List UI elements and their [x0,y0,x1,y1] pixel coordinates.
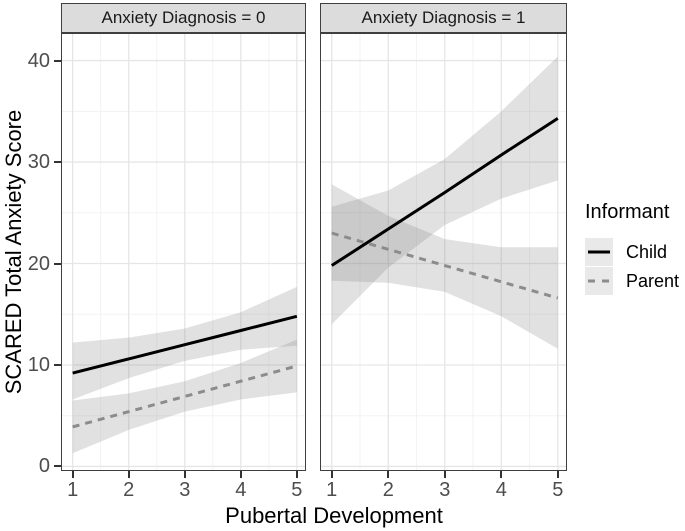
regression-line-child [72,314,298,375]
x-tick-mark [500,471,503,478]
x-tick-label: 1 [326,479,338,501]
legend-title: Informant [585,201,670,223]
x-tick-label: 2 [123,479,135,501]
regression-line-child [330,117,559,267]
x-tick-label: 5 [552,479,564,501]
x-tick-mark [330,471,333,478]
x-tick-mark [127,471,130,478]
x-tick-mark [183,471,186,478]
x-tick-label: 1 [67,479,79,501]
x-tick-label: 2 [382,479,394,501]
y-tick-label: 20 [27,252,50,275]
y-tick-mark [54,161,61,164]
legend-label-parent: Parent [626,270,680,291]
x-axis-title: Pubertal Development [225,503,443,528]
panel-plot-0 [62,34,305,470]
x-tick-mark [239,471,242,478]
facet-strip-left-label: Anxiety Diagnosis = 0 [101,8,266,27]
x-tick-mark [443,471,446,478]
confidence-band-parent [72,339,297,454]
y-tick-label: 0 [38,455,50,478]
y-tick-label: 40 [27,49,50,72]
facet-strip-right: Anxiety Diagnosis = 1 [320,3,567,33]
legend-entry-parent: Parent [585,267,679,295]
y-tick-mark [54,465,61,468]
y-tick-label: 30 [27,151,50,174]
plot-panel-left [61,33,306,471]
regression-line-parent [331,231,559,300]
legend-entry-child: Child [585,238,679,266]
x-tick-label: 4 [235,479,247,501]
x-tick-label: 3 [179,479,191,501]
panel-plot-1 [321,34,566,470]
x-tick-mark [71,471,74,478]
legend-label-child: Child [626,241,668,262]
facet-strip-left: Anxiety Diagnosis = 0 [61,3,306,33]
x-tick-mark [295,471,298,478]
y-tick-label: 10 [27,353,50,376]
x-tick-label: 3 [439,479,451,501]
legend-sample-svg [588,279,610,283]
x-tick-mark [556,471,559,478]
y-tick-mark [54,363,61,366]
y-tick-mark [54,59,61,62]
x-tick-mark [387,471,390,478]
confidence-band-child [331,56,558,325]
legend-sample-svg [588,250,610,254]
x-tick-label: 4 [495,479,507,501]
y-tick-mark [54,262,61,265]
x-tick-label: 5 [291,479,303,501]
legend-key-parent-line-sample [585,267,613,295]
plot-panel-right [320,33,567,471]
legend: Informant Child Parent [585,201,679,296]
facet-strip-right-label: Anxiety Diagnosis = 1 [361,8,526,27]
legend-key-child-line-sample [585,238,613,266]
